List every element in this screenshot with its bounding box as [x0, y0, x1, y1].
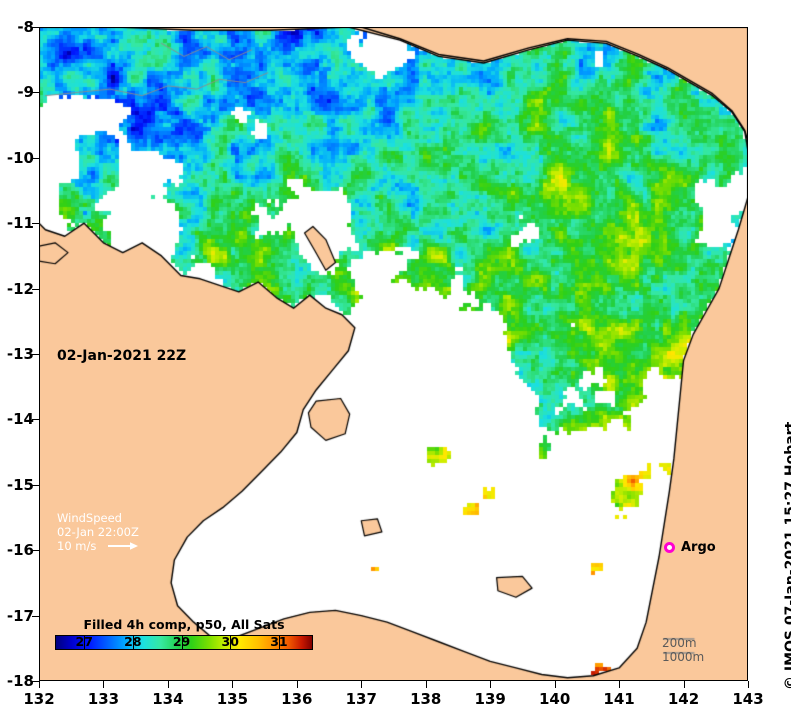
y-axis-label: -15 [6, 475, 34, 494]
y-axis-label: -13 [6, 345, 34, 363]
x-axis-label: 132 [23, 690, 55, 708]
y-axis-tick [32, 615, 39, 617]
map-plot-area[interactable] [39, 27, 748, 681]
y-axis-tick [32, 92, 39, 94]
x-axis-label: 141 [603, 690, 635, 708]
x-axis-label: 138 [410, 690, 442, 708]
y-axis-label: -12 [6, 279, 34, 298]
y-axis-tick [32, 681, 39, 682]
x-axis-label: 134 [152, 690, 184, 708]
y-axis-label: -8 [17, 18, 34, 36]
x-axis-label: 137 [345, 690, 377, 708]
x-axis-tick [748, 681, 749, 688]
depth-contour-200m: 200m [662, 636, 697, 650]
x-axis-tick [554, 681, 556, 688]
x-axis-tick [39, 681, 40, 688]
depth-contour-1000m: 1000m [662, 650, 705, 664]
y-axis-tick [32, 419, 39, 421]
colorbar-tick [84, 635, 86, 650]
x-axis-label: 142 [667, 690, 700, 708]
y-axis-label: -17 [6, 606, 34, 625]
y-axis-label: -9 [17, 83, 34, 102]
colorbar-legend: Filled 4h comp, p50, All Sats 27 28 29 30 31 [55, 617, 313, 650]
y-axis-label: -10 [6, 148, 34, 167]
date-label: 02-Jan-2021 22Z [57, 348, 187, 364]
x-axis-label: 135 [216, 690, 249, 708]
colorbar-tick-label: 30 [221, 634, 239, 649]
colorbar-tick [230, 635, 232, 650]
sst-raster-canvas [39, 27, 748, 681]
colorbar-tick [181, 635, 183, 650]
y-axis-label: -16 [6, 541, 34, 560]
credit-block: © IMOS 07-Jan-2021 15:27 Hobart [763, 0, 791, 716]
y-axis-label: -11 [6, 214, 34, 233]
windspeed-magnitude: 10 m/s [57, 539, 97, 553]
windspeed-time: 02-Jan 22:00Z [57, 525, 139, 539]
x-axis-tick [296, 681, 298, 688]
right-arrow-icon [108, 540, 139, 554]
y-axis-label: -18 [6, 672, 34, 690]
colorbar-wrap [55, 635, 313, 650]
x-axis-tick [683, 681, 685, 688]
depth-contour-legend: 200m 1000m [662, 636, 704, 664]
x-axis-tick [167, 681, 169, 688]
windspeed-annotation: WindSpeed 02-Jan 22:00Z 10 m/s [57, 511, 139, 554]
x-axis-tick [361, 681, 363, 688]
y-axis-tick [32, 157, 39, 159]
colorbar-tick-label: 31 [270, 634, 288, 649]
x-axis-tick [425, 681, 427, 688]
x-axis-tick [232, 681, 234, 688]
colorbar-tick-label: 27 [75, 634, 93, 649]
x-axis-tick [490, 681, 492, 688]
windspeed-title: WindSpeed [57, 511, 122, 525]
x-axis-tick [103, 681, 105, 688]
colorbar-tick-label: 28 [124, 634, 142, 649]
windspeed-magnitude-row: 10 m/s [57, 539, 139, 554]
colorbar-tick [278, 635, 280, 650]
y-axis-tick [32, 288, 39, 290]
y-axis-tick [32, 27, 39, 28]
x-axis-label: 139 [474, 690, 506, 708]
colorbar-title: Filled 4h comp, p50, All Sats [83, 617, 285, 632]
x-axis-tick [619, 681, 621, 688]
y-axis-tick [32, 354, 39, 355]
colorbar-tick-label: 29 [172, 634, 191, 649]
x-axis-label: 133 [87, 690, 120, 708]
y-axis-label: -14 [6, 410, 34, 429]
argo-float-marker-icon[interactable] [664, 542, 675, 553]
credit-text: © IMOS 07-Jan-2021 15:27 Hobart [783, 421, 791, 690]
y-axis-tick [32, 550, 39, 552]
x-axis-label: 140 [538, 690, 571, 708]
y-axis-tick [32, 223, 39, 225]
argo-label: Argo [681, 540, 716, 555]
colorbar-gradient[interactable] [55, 635, 313, 650]
y-axis-tick [32, 484, 39, 486]
x-axis-label: 143 [732, 690, 764, 708]
x-axis-label: 136 [281, 690, 313, 708]
colorbar-tick [132, 635, 134, 650]
